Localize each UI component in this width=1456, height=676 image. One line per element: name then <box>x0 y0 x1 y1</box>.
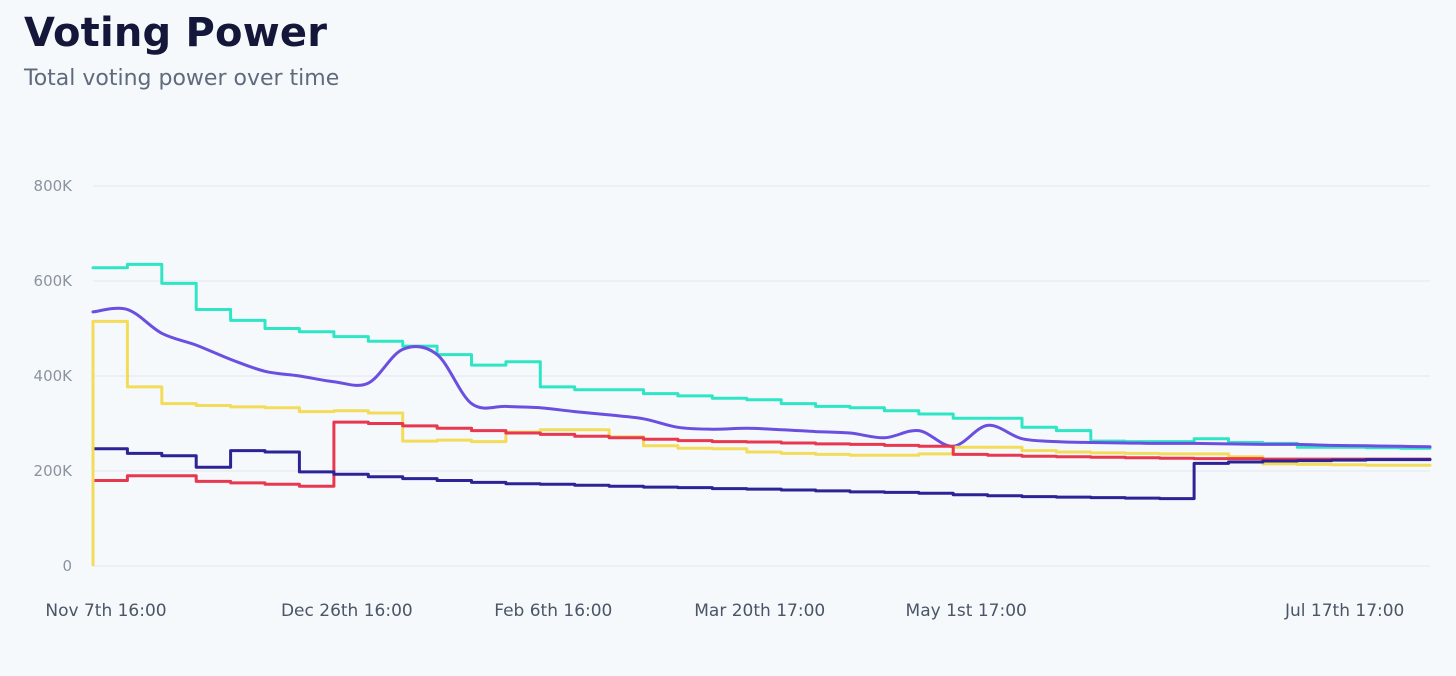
x-tick-label: Feb 6th 16:00 <box>494 601 612 621</box>
x-tick-label: Dec 26th 16:00 <box>281 601 413 621</box>
y-tick-label: 200K <box>34 462 74 480</box>
series-line-2 <box>91 306 1432 449</box>
y-tick-label: 800K <box>34 177 74 195</box>
y-tick-label: 600K <box>34 272 74 290</box>
y-axis: 0 200K 400K 600K 800K <box>34 177 74 575</box>
x-axis: Nov 7th 16:00 Dec 26th 16:00 Feb 6th 16:00… <box>45 601 1404 621</box>
chart-subtitle: Total voting power over time <box>24 66 340 91</box>
x-tick-label: May 1st 17:00 <box>906 601 1027 621</box>
series-line-4 <box>91 420 1432 488</box>
series-layer <box>91 262 1432 566</box>
series-line-1 <box>91 262 1432 450</box>
y-tick-label: 0 <box>62 557 72 575</box>
chart-title: Voting Power <box>24 10 328 56</box>
x-tick-label: Jul 17th 17:00 <box>1284 601 1404 621</box>
y-tick-label: 400K <box>34 367 74 385</box>
series-line-3 <box>91 319 1432 467</box>
x-tick-label: Nov 7th 16:00 <box>45 601 166 621</box>
grid-layer <box>93 185 1430 567</box>
series-line-5 <box>91 447 1432 501</box>
x-tick-label: Mar 20th 17:00 <box>694 601 825 621</box>
